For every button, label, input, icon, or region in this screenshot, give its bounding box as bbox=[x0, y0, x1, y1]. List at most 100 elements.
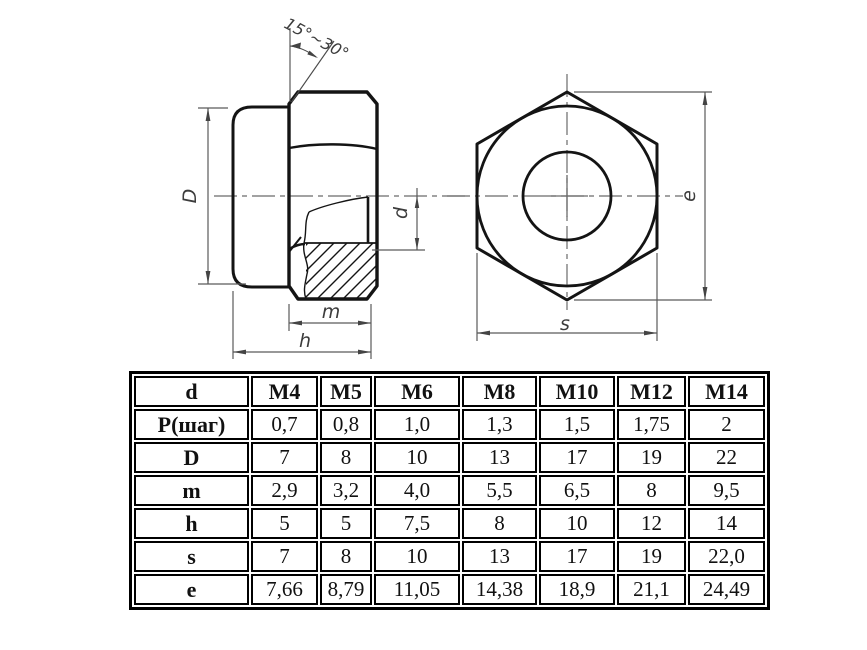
table-cell: 8,79 bbox=[320, 574, 372, 605]
arrow-left bbox=[233, 349, 246, 355]
table-cell: 10 bbox=[539, 508, 615, 539]
row-label: m bbox=[134, 475, 249, 506]
table-cell: 22 bbox=[688, 442, 765, 473]
table-cell: 19 bbox=[617, 442, 686, 473]
table-row-D: D 7 8 10 13 17 19 22 bbox=[134, 442, 765, 473]
table-row-pitch: Р(шаг) 0,7 0,8 1,0 1,3 1,5 1,75 2 bbox=[134, 409, 765, 440]
table-cell: 0,8 bbox=[320, 409, 372, 440]
table-cell: 3,2 bbox=[320, 475, 372, 506]
arrow-left bbox=[289, 320, 302, 326]
dimension-D: D bbox=[179, 107, 246, 285]
dimension-h: h bbox=[232, 291, 371, 359]
col-header-m12: M12 bbox=[617, 376, 686, 407]
table-cell: 8 bbox=[617, 475, 686, 506]
dim-label-D: D bbox=[179, 189, 201, 204]
dim-label-s: s bbox=[560, 313, 570, 335]
dim-label-d: d bbox=[390, 206, 412, 219]
table-cell: 21,1 bbox=[617, 574, 686, 605]
hatch-pattern bbox=[306, 243, 377, 298]
table-cell: 14,38 bbox=[462, 574, 537, 605]
row-label: s bbox=[134, 541, 249, 572]
break-wavy-line bbox=[302, 211, 310, 300]
dim-label-h: h bbox=[299, 330, 311, 352]
table-cell: 5,5 bbox=[462, 475, 537, 506]
row-label: h bbox=[134, 508, 249, 539]
row-label: D bbox=[134, 442, 249, 473]
crown-outline bbox=[231, 105, 289, 289]
table-cell: 4,0 bbox=[374, 475, 460, 506]
hex-body-outline bbox=[287, 90, 379, 301]
arc-arrow-left bbox=[290, 42, 301, 49]
table-cell: 24,49 bbox=[688, 574, 765, 605]
table-cell: 19 bbox=[617, 541, 686, 572]
table-cell: 7 bbox=[251, 442, 318, 473]
table-cell: 7,5 bbox=[374, 508, 460, 539]
table-cell: 7 bbox=[251, 541, 318, 572]
table-cell: 17 bbox=[539, 541, 615, 572]
arrow-up bbox=[702, 92, 708, 105]
leader-slant-line bbox=[291, 40, 335, 103]
dimension-d: d bbox=[372, 188, 425, 251]
table-cell: 1,75 bbox=[617, 409, 686, 440]
thread-runout-line bbox=[308, 196, 369, 213]
table-cell: 1,0 bbox=[374, 409, 460, 440]
header-cell-d: d bbox=[134, 376, 249, 407]
table-row-m: m 2,9 3,2 4,0 5,5 6,5 8 9,5 bbox=[134, 475, 765, 506]
arrow-up bbox=[414, 196, 420, 208]
row-label: Р(шаг) bbox=[134, 409, 249, 440]
dimension-m: m bbox=[288, 301, 372, 359]
table-cell: 8 bbox=[320, 541, 372, 572]
table-cell: 5 bbox=[251, 508, 318, 539]
bore-circle bbox=[521, 150, 613, 242]
arrow-down bbox=[702, 287, 708, 300]
col-header-m10: M10 bbox=[539, 376, 615, 407]
dim-label-m: m bbox=[322, 301, 341, 323]
arrow-right bbox=[358, 320, 371, 326]
hex-face-edge-upper bbox=[288, 143, 378, 151]
dimensions-table: d M4 M5 M6 M8 M10 M12 M14 Р(шаг) 0,7 0,8… bbox=[129, 371, 770, 610]
table-cell: 9,5 bbox=[688, 475, 765, 506]
table-cell: 10 bbox=[374, 541, 460, 572]
table-cell: 12 bbox=[617, 508, 686, 539]
arc-arrow-right bbox=[307, 50, 318, 58]
table-cell: 5 bbox=[320, 508, 372, 539]
table-cell: 13 bbox=[462, 442, 537, 473]
col-header-m6: M6 bbox=[374, 376, 460, 407]
table-row-e: e 7,66 8,79 11,05 14,38 18,9 21,1 24,49 bbox=[134, 574, 765, 605]
arrow-down bbox=[414, 238, 420, 250]
table-cell: 1,3 bbox=[462, 409, 537, 440]
technical-drawing: 15°~30° D d bbox=[179, 14, 712, 359]
table-row-s: s 7 8 10 13 17 19 22,0 bbox=[134, 541, 765, 572]
hex-chamfer-tick bbox=[288, 236, 302, 253]
col-header-m8: M8 bbox=[462, 376, 537, 407]
table-cell: 8 bbox=[320, 442, 372, 473]
front-view: e s bbox=[447, 74, 712, 341]
table-cell: 7,66 bbox=[251, 574, 318, 605]
table-cell: 17 bbox=[539, 442, 615, 473]
table-cell: 14 bbox=[688, 508, 765, 539]
section-cutaway bbox=[302, 196, 377, 300]
chamfer-circle bbox=[475, 104, 659, 288]
table-cell: 11,05 bbox=[374, 574, 460, 605]
table-cell: 22,0 bbox=[688, 541, 765, 572]
table-cell: 8 bbox=[462, 508, 537, 539]
side-view: 15°~30° D d bbox=[179, 14, 466, 359]
arrow-right bbox=[644, 330, 657, 336]
arrow-left bbox=[477, 330, 490, 336]
dim-label-e: e bbox=[678, 190, 700, 202]
table-cell: 10 bbox=[374, 442, 460, 473]
table-cell: 18,9 bbox=[539, 574, 615, 605]
row-label: e bbox=[134, 574, 249, 605]
table-cell: 0,7 bbox=[251, 409, 318, 440]
table-row-h: h 5 5 7,5 8 10 12 14 bbox=[134, 508, 765, 539]
center-cross bbox=[546, 175, 588, 217]
col-header-m14: M14 bbox=[688, 376, 765, 407]
col-header-m4: M4 bbox=[251, 376, 318, 407]
table-cell: 6,5 bbox=[539, 475, 615, 506]
table-cell: 2,9 bbox=[251, 475, 318, 506]
arrow-up bbox=[205, 108, 211, 121]
dimension-e: e bbox=[574, 91, 712, 301]
col-header-m5: M5 bbox=[320, 376, 372, 407]
chamfer-angle-label: 15°~30° bbox=[281, 14, 352, 64]
